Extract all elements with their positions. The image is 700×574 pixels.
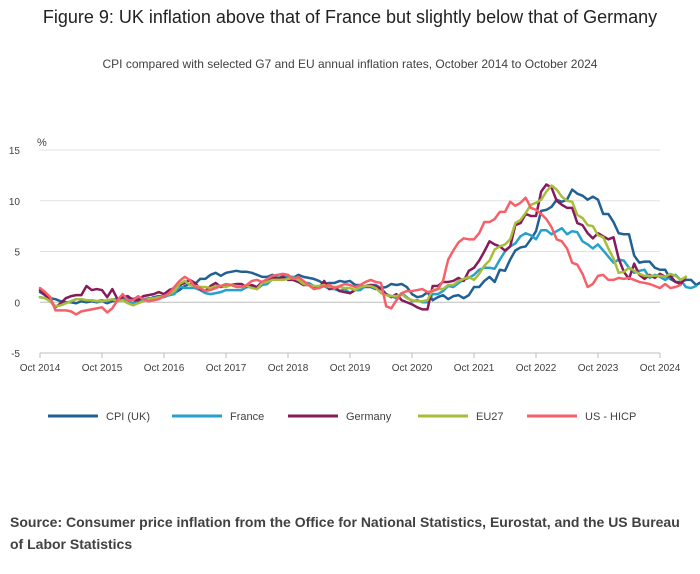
y-axis-label: % xyxy=(37,137,47,149)
x-tick-label: Oct 2018 xyxy=(268,363,309,374)
chart-title: Figure 9: UK inflation above that of Fra… xyxy=(42,7,658,27)
source-note: Source: Consumer price inflation from th… xyxy=(10,514,680,552)
series-line-us-hicp xyxy=(38,196,682,316)
x-tick-label: Oct 2016 xyxy=(144,363,185,374)
legend-label-france: France xyxy=(230,411,264,423)
y-tick-label: 0 xyxy=(14,298,20,309)
y-tick-label: -5 xyxy=(11,349,20,360)
chart-subtitle: CPI compared with selected G7 and EU ann… xyxy=(102,57,598,71)
x-tick-label: Oct 2022 xyxy=(516,363,557,374)
x-tick-label: Oct 2015 xyxy=(82,363,123,374)
y-tick-label: 10 xyxy=(9,197,21,208)
x-tick-label: Oct 2021 xyxy=(454,363,495,374)
series-line-eu27 xyxy=(38,184,688,308)
x-tick-label: Oct 2020 xyxy=(392,363,433,374)
x-tick-label: Oct 2019 xyxy=(330,363,371,374)
x-tick-label: Oct 2014 xyxy=(20,363,61,374)
legend-label-germany: Germany xyxy=(346,411,392,423)
legend-label-eu27: EU27 xyxy=(476,411,504,423)
y-tick-label: 5 xyxy=(14,248,20,259)
x-tick-label: Oct 2024 xyxy=(640,363,681,374)
inflation-chart: -5 0 5 10 15% Oct 2014 Oct 2015 Oct 2016 Oct 201… xyxy=(9,137,700,423)
legend-label-cpi-uk: CPI (UK) xyxy=(106,411,150,423)
x-tick-label: Oct 2023 xyxy=(578,363,619,374)
series-line-france xyxy=(38,226,698,308)
x-tick-label: Oct 2017 xyxy=(206,363,247,374)
legend-label-us-hicp: US - HICP xyxy=(585,411,636,423)
y-tick-label: 15 xyxy=(9,146,21,157)
